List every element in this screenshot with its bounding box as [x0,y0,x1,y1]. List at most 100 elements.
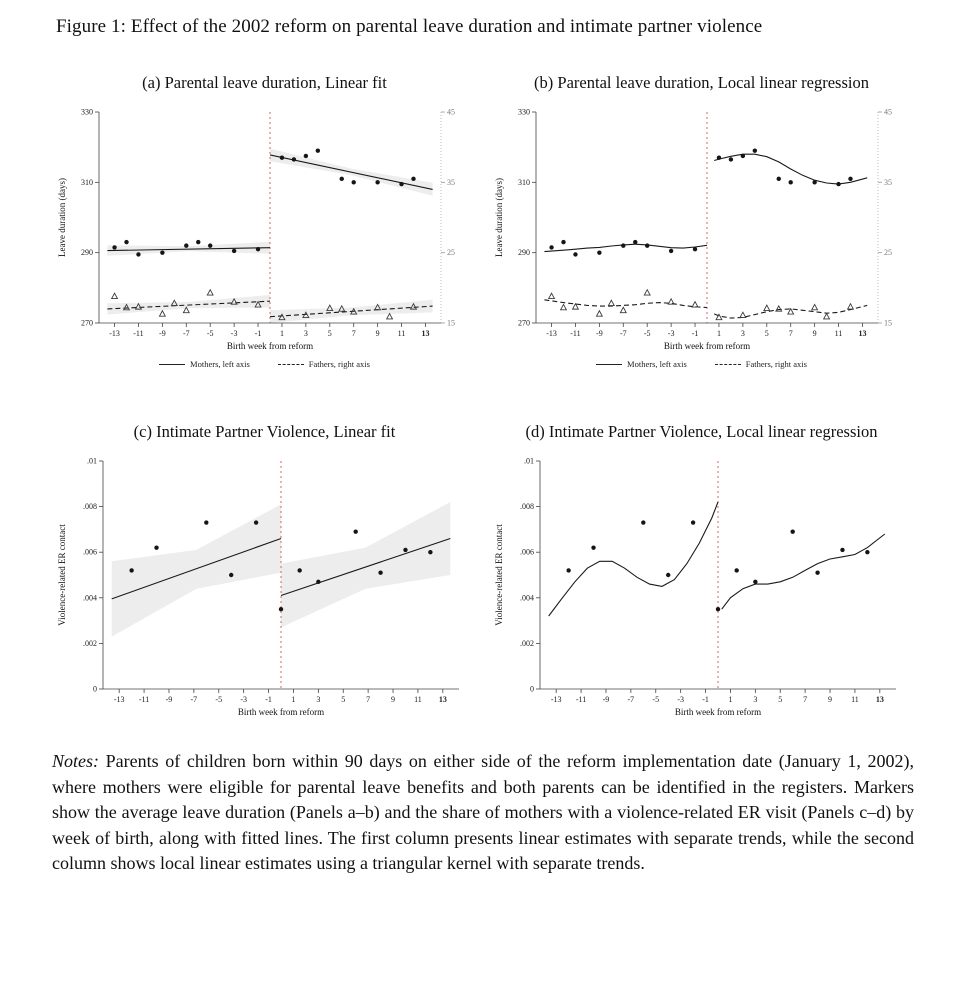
svg-text:5: 5 [341,695,345,704]
svg-text:-5: -5 [215,695,222,704]
svg-text:-1: -1 [702,695,709,704]
svg-text:3: 3 [740,329,744,338]
svg-text:.004: .004 [83,593,97,602]
figure-notes: Notes: Parents of children born within 9… [52,749,914,877]
svg-text:1: 1 [291,695,295,704]
svg-text:5: 5 [764,329,768,338]
svg-text:-9: -9 [596,329,603,338]
svg-text:.01: .01 [87,457,97,466]
svg-text:330: 330 [81,108,93,117]
svg-text:270: 270 [81,319,93,328]
svg-text:.004: .004 [520,593,534,602]
svg-text:7: 7 [803,695,807,704]
svg-text:-5: -5 [206,329,213,338]
svg-text:.008: .008 [520,502,534,511]
svg-text:35: 35 [884,178,892,187]
svg-text:-7: -7 [627,695,634,704]
svg-text:0: 0 [93,685,97,694]
svg-text:.006: .006 [520,548,534,557]
svg-text:15: 15 [447,319,455,328]
svg-text:-13: -13 [109,329,120,338]
svg-text:310: 310 [81,178,93,187]
svg-text:13: 13 [875,695,883,704]
svg-text:11: 11 [834,329,842,338]
svg-text:.01: .01 [524,457,534,466]
svg-text:-5: -5 [643,329,650,338]
panel-c: (c) Intimate Partner Violence, Linear fi… [52,391,477,723]
svg-text:-3: -3 [230,329,237,338]
notes-text: Parents of children born within 90 days … [52,751,915,874]
svg-text:-1: -1 [691,329,698,338]
figure-title: Figure 1: Effect of the 2002 reform on p… [56,16,763,37]
svg-text:-1: -1 [265,695,272,704]
svg-text:-7: -7 [190,695,197,704]
svg-text:-3: -3 [677,695,684,704]
svg-text:9: 9 [391,695,395,704]
mothers-line-sample [159,363,186,365]
svg-text:-1: -1 [254,329,261,338]
panel-d: (d) Intimate Partner Violence, Local lin… [489,391,914,723]
mothers-line-sample [596,363,623,365]
svg-text:5: 5 [778,695,782,704]
svg-text:25: 25 [447,248,455,257]
panel-a-title: (a) Parental leave duration, Linear fit [142,73,387,93]
svg-text:Birth week from reform: Birth week from reform [226,341,312,351]
notes-label: Notes: [52,751,99,771]
svg-text:13: 13 [858,329,866,338]
svg-text:Birth week from reform: Birth week from reform [237,707,323,717]
panel-c-title: (c) Intimate Partner Violence, Linear fi… [133,422,396,442]
svg-text:.006: .006 [83,548,97,557]
svg-text:-11: -11 [575,695,585,704]
legend-mothers-label: Mothers, left axis [627,359,687,369]
svg-text:35: 35 [447,178,455,187]
svg-text:Leave duration (days): Leave duration (days) [494,178,504,257]
svg-text:-13: -13 [113,695,124,704]
svg-text:Leave duration (days): Leave duration (days) [57,178,67,257]
svg-text:-13: -13 [546,329,557,338]
svg-text:11: 11 [851,695,859,704]
svg-text:Violence-related ER contact: Violence-related ER contact [494,524,504,626]
svg-text:45: 45 [447,108,455,117]
svg-text:Birth week from reform: Birth week from reform [663,341,749,351]
svg-text:3: 3 [753,695,757,704]
panel-a: (a) Parental leave duration, Linear fit … [52,68,477,369]
svg-text:3: 3 [316,695,320,704]
svg-text:330: 330 [518,108,530,117]
panel-a-legend: Mothers, left axis Fathers, right axis [159,359,370,369]
panel-d-chart: 0.002.004.006.008.01-13 -11 -9 -7 -5 -3 -1 1 3 5 7… [494,457,896,717]
svg-text:-7: -7 [182,329,189,338]
svg-text:270: 270 [518,319,530,328]
svg-text:Birth week from reform: Birth week from reform [674,707,760,717]
svg-text:.008: .008 [83,502,97,511]
svg-text:.002: .002 [520,639,534,648]
svg-text:9: 9 [828,695,832,704]
svg-text:-3: -3 [240,695,247,704]
legend-item-fathers: Fathers, right axis [714,359,807,369]
svg-text:9: 9 [812,329,816,338]
panels-grid: (a) Parental leave duration, Linear fit … [52,68,914,723]
svg-text:13: 13 [438,695,446,704]
svg-text:290: 290 [518,248,530,257]
svg-text:11: 11 [414,695,422,704]
svg-text:7: 7 [351,329,355,338]
svg-text:1: 1 [716,329,720,338]
svg-text:-11: -11 [570,329,580,338]
svg-text:7: 7 [788,329,792,338]
legend-mothers-label: Mothers, left axis [190,359,250,369]
panel-d-title: (d) Intimate Partner Violence, Local lin… [525,422,878,442]
svg-text:-9: -9 [602,695,609,704]
svg-text:1: 1 [279,329,283,338]
svg-text:3: 3 [303,329,307,338]
svg-text:45: 45 [884,108,892,117]
svg-text:-13: -13 [550,695,561,704]
svg-text:11: 11 [397,329,405,338]
svg-text:25: 25 [884,248,892,257]
svg-text:310: 310 [518,178,530,187]
svg-text:.002: .002 [83,639,97,648]
svg-text:15: 15 [884,319,892,328]
legend-fathers-label: Fathers, right axis [745,359,807,369]
svg-text:-9: -9 [159,329,166,338]
svg-text:-7: -7 [619,329,626,338]
svg-text:-3: -3 [667,329,674,338]
svg-text:5: 5 [327,329,331,338]
